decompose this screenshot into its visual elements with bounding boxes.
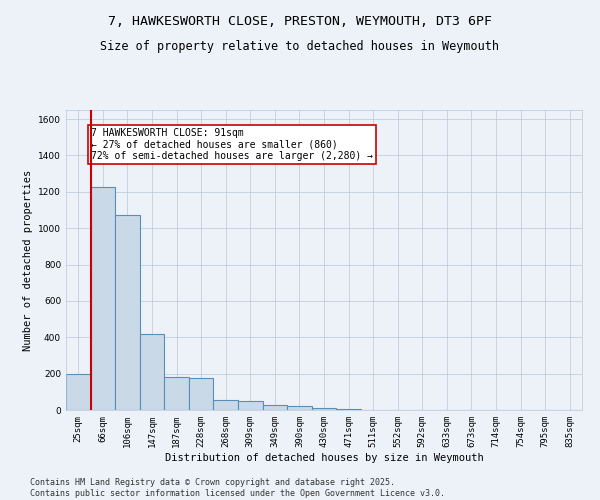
Bar	[263, 404, 287, 410]
Bar	[189, 378, 214, 410]
Text: 7 HAWKESWORTH CLOSE: 91sqm
← 27% of detached houses are smaller (860)
72% of sem: 7 HAWKESWORTH CLOSE: 91sqm ← 27% of deta…	[91, 128, 373, 162]
Bar	[91, 188, 115, 410]
Text: 7, HAWKESWORTH CLOSE, PRESTON, WEYMOUTH, DT3 6PF: 7, HAWKESWORTH CLOSE, PRESTON, WEYMOUTH,…	[108, 15, 492, 28]
Bar	[66, 374, 91, 410]
X-axis label: Distribution of detached houses by size in Weymouth: Distribution of detached houses by size …	[164, 452, 484, 462]
Bar	[287, 406, 312, 410]
Bar	[312, 408, 336, 410]
Bar	[164, 378, 189, 410]
Bar	[336, 409, 361, 410]
Bar	[214, 400, 238, 410]
Text: Contains HM Land Registry data © Crown copyright and database right 2025.
Contai: Contains HM Land Registry data © Crown c…	[30, 478, 445, 498]
Bar	[238, 401, 263, 410]
Bar	[140, 334, 164, 410]
Y-axis label: Number of detached properties: Number of detached properties	[23, 170, 32, 350]
Text: Size of property relative to detached houses in Weymouth: Size of property relative to detached ho…	[101, 40, 499, 53]
Bar	[115, 214, 140, 410]
